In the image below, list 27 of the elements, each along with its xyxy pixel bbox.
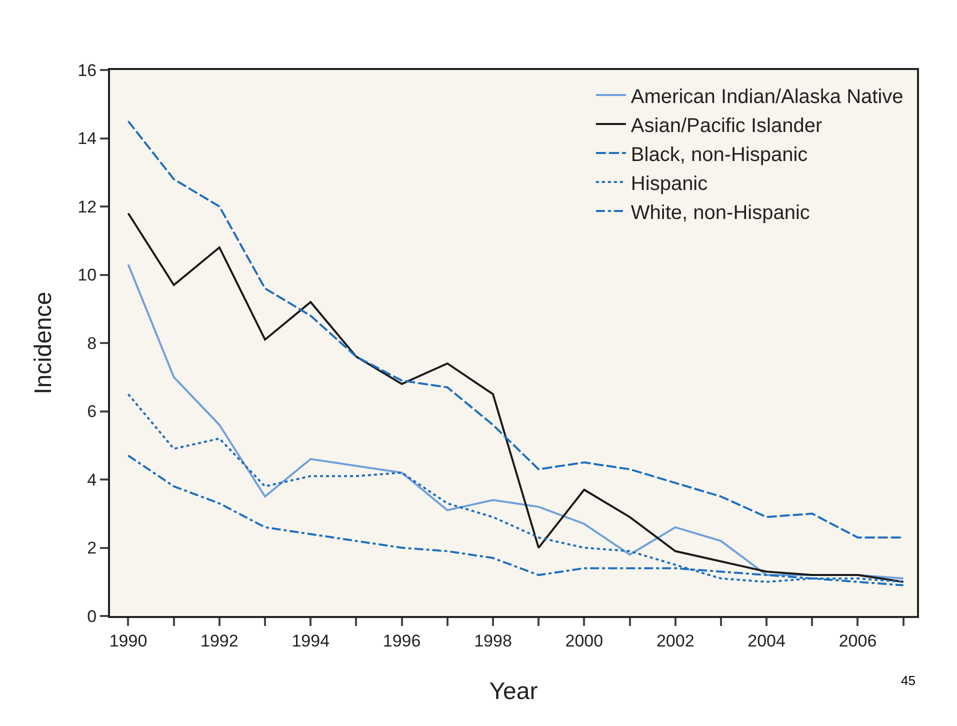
y-tick-label: 14 <box>78 129 97 148</box>
x-tick-label: 1990 <box>109 631 148 650</box>
y-tick-label: 16 <box>78 60 97 80</box>
x-tick-label: 1992 <box>200 631 238 650</box>
x-tick-label: 2000 <box>565 631 604 650</box>
x-tick-label: 1994 <box>292 631 330 650</box>
y-tick-label: 12 <box>78 197 97 216</box>
y-tick-label: 4 <box>87 470 97 490</box>
y-tick-label: 10 <box>78 266 97 285</box>
x-tick-label: 2006 <box>838 631 877 650</box>
y-tick-label: 6 <box>87 402 97 422</box>
legend-label: White, non-Hispanic <box>630 202 810 224</box>
y-tick-label: 2 <box>87 538 97 558</box>
x-tick-label: 1996 <box>382 631 421 650</box>
y-tick-label: 8 <box>87 334 97 353</box>
x-tick-label: 1998 <box>474 631 512 650</box>
legend-label: Hispanic <box>630 172 708 195</box>
x-tick-label: 2002 <box>656 631 694 650</box>
legend-label: Asian/Pacific Islander <box>630 114 822 137</box>
text: 45 <box>901 673 916 688</box>
y-tick-label: 0 <box>87 606 97 626</box>
legend-label: American Indian/Alaska Native <box>630 86 904 108</box>
line-series <box>127 393 904 583</box>
x-tick-label: 2004 <box>748 631 786 650</box>
y-axis-title: Incidence <box>30 292 57 394</box>
x-axis-title: Year <box>489 678 538 705</box>
legend-label: Black, non-Hispanic <box>630 144 808 166</box>
